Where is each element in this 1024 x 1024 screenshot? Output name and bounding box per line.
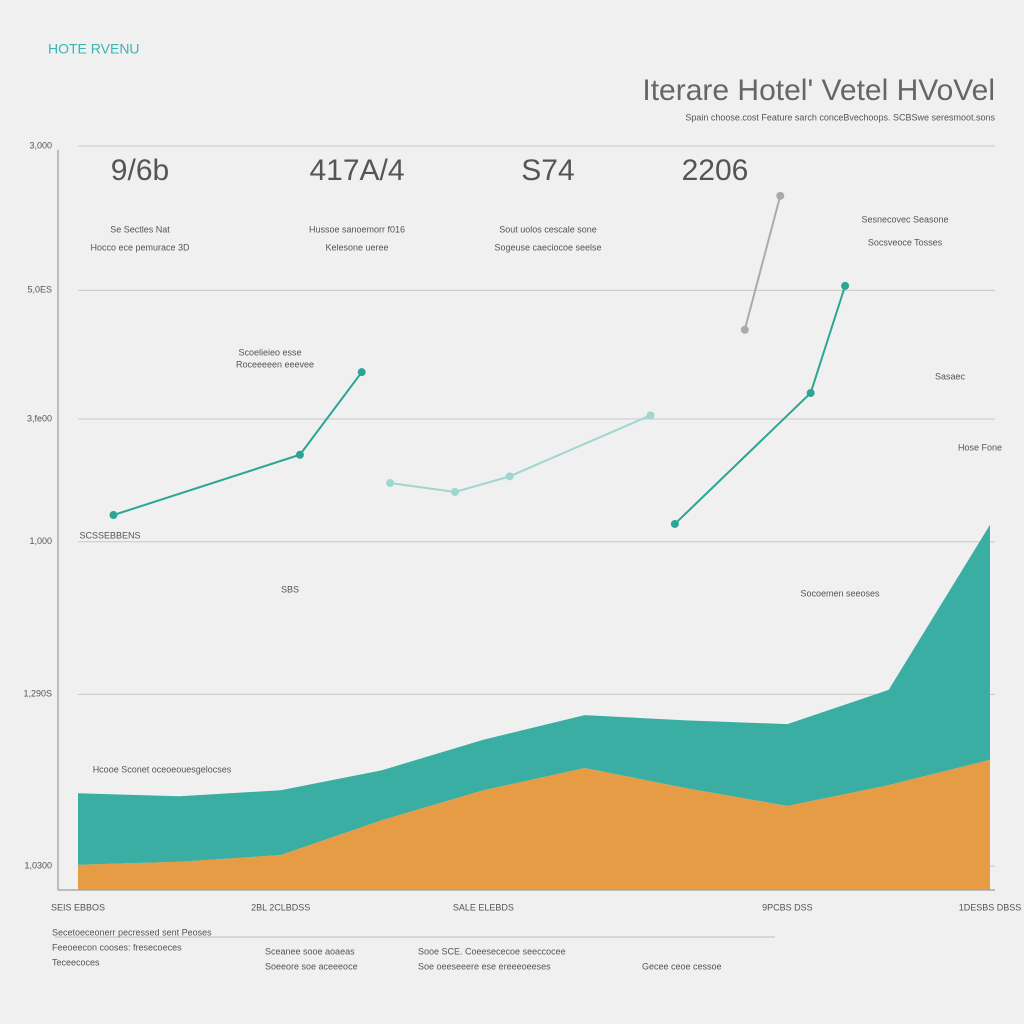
kpi-note: Hocco ece pemurace 3D <box>90 242 190 252</box>
x-tick-label: 9PCBS DSS <box>762 902 813 912</box>
x-tick-label: SALE ELEBDS <box>453 902 514 912</box>
annotation: SCSSEBBENS <box>79 530 140 540</box>
trend-point <box>841 281 850 290</box>
annotation: Scoelieieo esse <box>238 347 301 357</box>
y-tick-label: 3,000 <box>29 140 52 150</box>
y-tick-label: 3,fe00 <box>27 413 52 423</box>
chart-title: Iterare Hotel' Vetel HVoVel <box>642 74 995 107</box>
annotation: Hose Fone <box>958 442 1002 452</box>
trend-point <box>109 511 118 520</box>
footer-text: Feeoeecon cooses: fresecoeces <box>52 942 182 952</box>
annotation: Roceeeeen eeevee <box>236 359 314 369</box>
trend-point <box>450 487 459 496</box>
kpi-caption: Hussoe sanoemorr f016 <box>309 224 405 234</box>
annotation: Sasaec <box>935 371 966 381</box>
kpi-note: Sogeuse caeciocoe seelse <box>494 242 601 252</box>
area <box>78 759 990 890</box>
area <box>78 524 990 865</box>
trend-point <box>740 325 749 334</box>
trend-point <box>505 472 514 481</box>
trend-point <box>386 479 395 488</box>
footer-text: Sceanee sooe aoaeas <box>265 946 355 956</box>
kpi-note: Kelesone ueree <box>325 242 388 252</box>
trend-point <box>670 519 679 528</box>
trend-line <box>113 371 363 516</box>
trend-point <box>776 191 785 200</box>
y-tick-label: 1,000 <box>29 536 52 546</box>
trend-point <box>806 389 815 398</box>
footer-text: Soeeore soe aceeeoce <box>265 961 358 971</box>
chart-subtitle: Spain choose.cost Feature sarch conceBve… <box>685 112 995 122</box>
x-tick-label: 1DESBS DBSS <box>959 902 1022 912</box>
footer-text: Teceecoces <box>52 957 100 967</box>
x-tick-label: SEIS EBBOS <box>51 902 105 912</box>
kpi-value: 417A/4 <box>309 154 404 187</box>
trend-point <box>646 411 655 420</box>
kpi-value: S74 <box>521 154 574 187</box>
trend-line <box>389 414 651 493</box>
footer-text: Secetoeceonerr pecressed sent Peoses <box>52 927 212 937</box>
trend-point <box>357 368 366 377</box>
trend-line <box>743 195 782 331</box>
annotation: SBS <box>281 584 299 594</box>
kpi-note: Socsveoce Tosses <box>868 237 943 247</box>
x-tick-label: 2BL 2CLBDSS <box>251 902 310 912</box>
y-tick-label: 1,0300 <box>24 861 52 871</box>
footer-text: Soe oeeseeere ese ereeeoeeses <box>418 961 551 971</box>
annotation: Socoemen seeoses <box>800 588 880 598</box>
annotation: Hcooe Sconet oceoeouesgelocses <box>93 764 232 774</box>
y-tick-label: 1,290S <box>23 689 52 699</box>
brand: HOTE RVENU <box>48 41 140 57</box>
trend-line <box>674 285 847 525</box>
kpi-caption: Sesnecovec Seasone <box>861 214 948 224</box>
kpi-caption: Sout uolos cescale sone <box>499 224 597 234</box>
kpi-value: 2206 <box>682 154 749 187</box>
kpi-caption: Se Sectles Nat <box>110 224 170 234</box>
kpi-value: 9/6b <box>111 154 169 187</box>
y-tick-label: 5,0ES <box>27 285 52 295</box>
footer-text: Gecee ceoe cessoe <box>642 961 722 971</box>
trend-point <box>295 450 304 459</box>
footer-text: Sooe SCE. Coeesececoe seeccocee <box>418 946 566 956</box>
